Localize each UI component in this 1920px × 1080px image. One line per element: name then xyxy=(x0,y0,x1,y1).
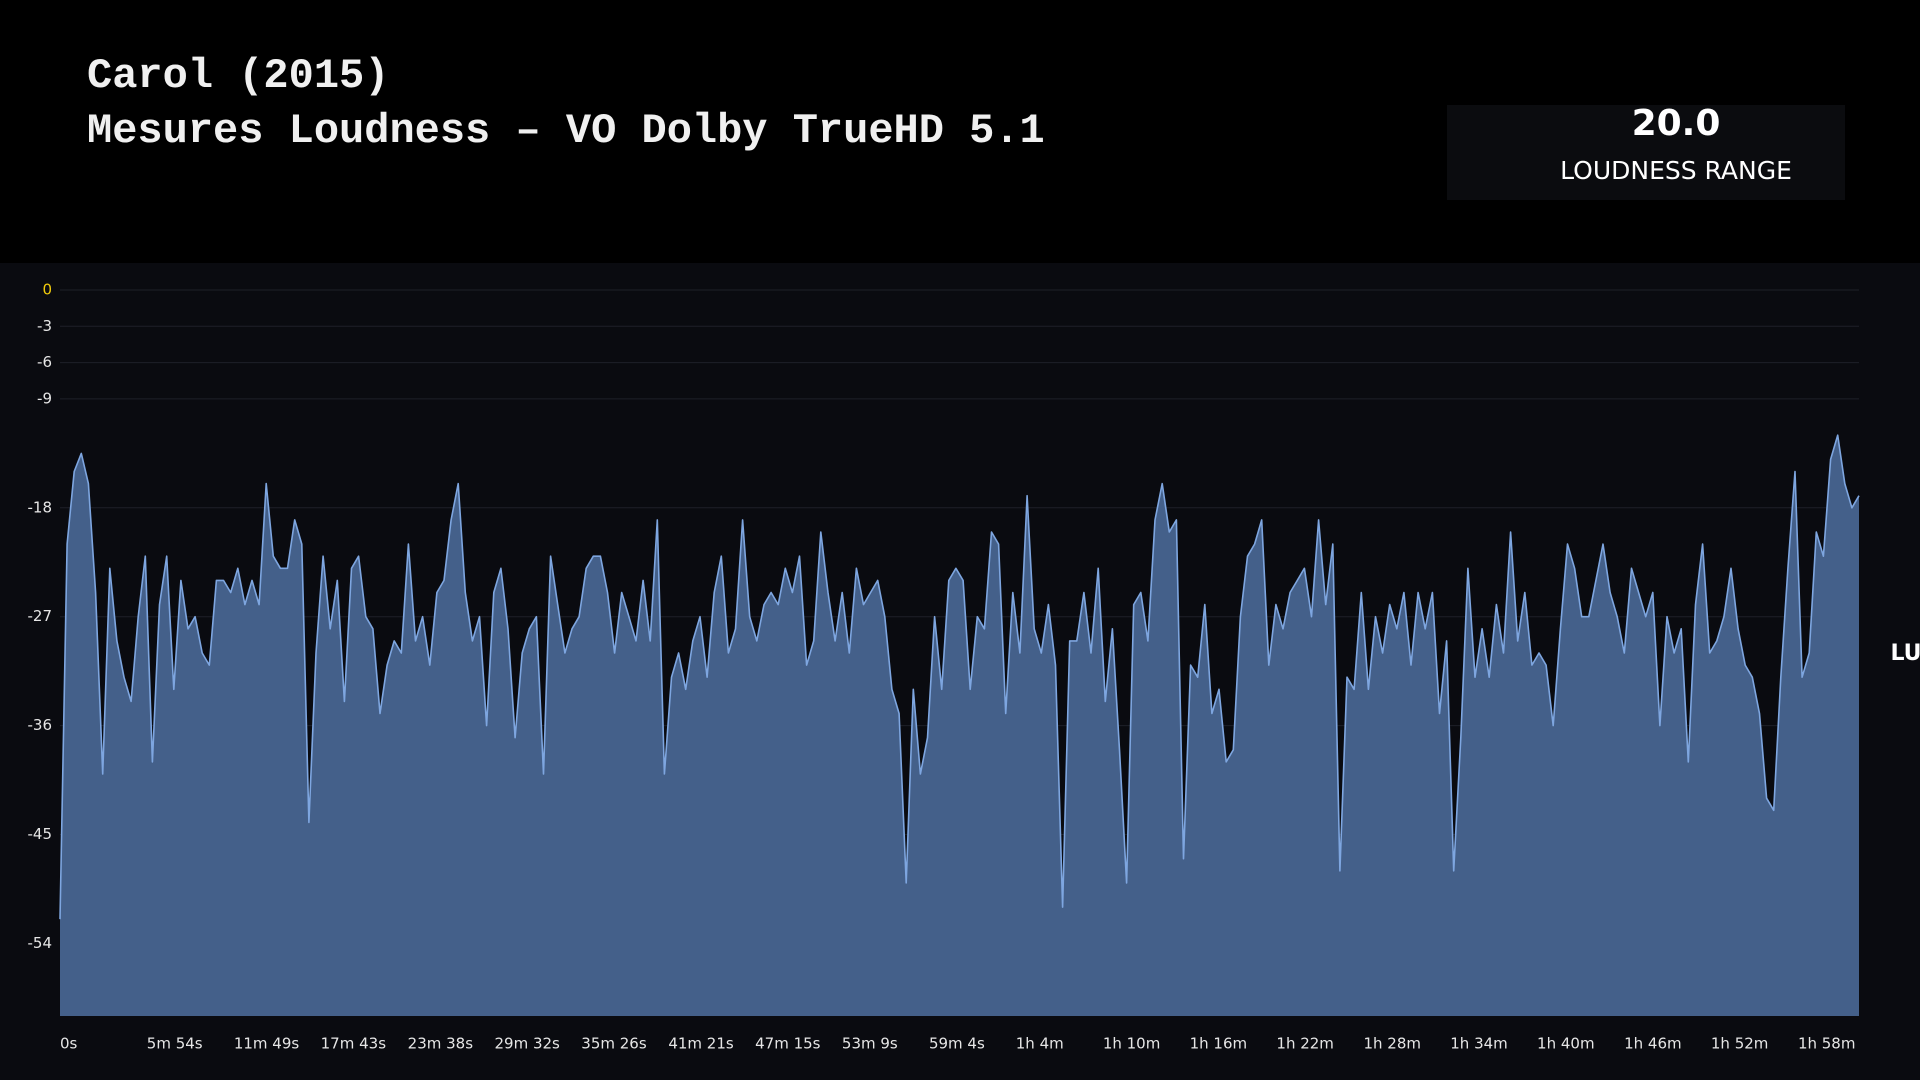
area xyxy=(60,435,1859,1016)
x-tick-label: 29m 32s xyxy=(494,1035,560,1053)
plot: 0 -3 -6 -9 -18 -27 -36 -45 -54 0s 5m 54s 11m 49s 17m… xyxy=(28,281,1860,1053)
y-tick-label: -6 xyxy=(37,353,52,371)
stat-panel xyxy=(1447,105,1845,200)
y-tick-label: -45 xyxy=(28,825,53,843)
x-tick-label: 1h 4m xyxy=(1016,1035,1064,1053)
x-tick-label: 17m 43s xyxy=(321,1035,387,1053)
y-tick-label: -27 xyxy=(28,607,53,625)
x-tick-label: 1h 40m xyxy=(1537,1035,1595,1053)
y-tick-label: -18 xyxy=(28,498,53,516)
x-tick-label: 1h 10m xyxy=(1103,1035,1161,1053)
y-tick-label: -36 xyxy=(28,716,53,734)
x-tick-label: 5m 54s xyxy=(147,1035,203,1053)
x-tick-label: 47m 15s xyxy=(755,1035,821,1053)
y-axis-label: LU xyxy=(1890,641,1920,666)
x-tick-label: 1h 52m xyxy=(1711,1035,1769,1053)
x-tick-label: 1h 22m xyxy=(1276,1035,1334,1053)
x-tick-label: 11m 49s xyxy=(234,1035,300,1053)
y-tick-label: -54 xyxy=(28,934,53,952)
x-tick-label: 41m 21s xyxy=(668,1035,734,1053)
y-tick-label: -9 xyxy=(37,389,52,407)
title: Carol (2015) xyxy=(87,52,389,100)
x-tick-label: 23m 38s xyxy=(408,1035,474,1053)
stat-value: 20.0 xyxy=(1632,103,1721,144)
x-tick-label: 35m 26s xyxy=(581,1035,647,1053)
subtitle: Mesures Loudness – VO Dolby TrueHD 5.1 xyxy=(87,107,1045,155)
x-tick-label: 59m 4s xyxy=(929,1035,985,1053)
stat-label: LOUDNESS RANGE xyxy=(1560,156,1792,185)
x-tick-label: 1h 16m xyxy=(1190,1035,1248,1053)
y-tick-label: 0 xyxy=(42,281,52,299)
x-tick-label: 1h 58m xyxy=(1798,1035,1856,1053)
x-tick-label: 1h 46m xyxy=(1624,1035,1682,1053)
x-tick-label: 53m 9s xyxy=(842,1035,898,1053)
y-tick-label: -3 xyxy=(37,317,52,335)
x-tick-label: 0s xyxy=(60,1035,78,1053)
x-tick-label: 1h 34m xyxy=(1450,1035,1508,1053)
line xyxy=(59,434,1860,920)
x-tick-label: 1h 28m xyxy=(1363,1035,1421,1053)
